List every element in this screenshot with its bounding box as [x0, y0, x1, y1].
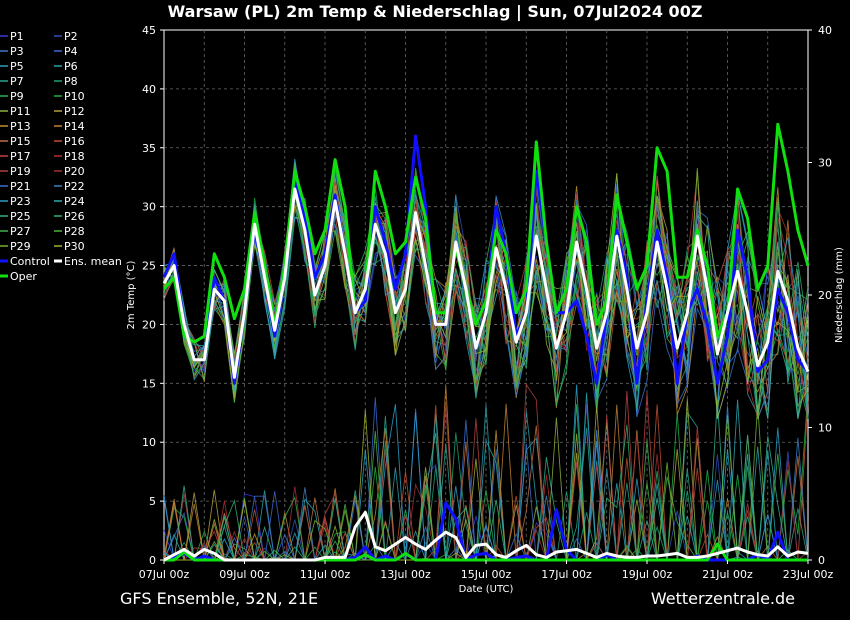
legend-label: P18: [64, 150, 85, 163]
legend-label: P1: [10, 30, 24, 43]
y-axis-label-left: 2m Temp (°C): [126, 260, 137, 329]
legend-label: P4: [64, 45, 78, 58]
tick-label-x: 13Jul 00z: [380, 568, 431, 581]
legend-label: P3: [10, 45, 24, 58]
legend-label: P11: [10, 105, 31, 118]
tick-label-x: 07Jul 00z: [139, 568, 190, 581]
legend-label: P22: [64, 180, 85, 193]
legend-label: P13: [10, 120, 31, 133]
legend-label: Oper: [10, 270, 37, 283]
legend-label: P16: [64, 135, 85, 148]
y-ticks-right: 0 10 20 30 40: [808, 24, 832, 567]
legend-label: P30: [64, 240, 85, 253]
chart-title: Warsaw (PL) 2m Temp & Niederschlag | Sun…: [168, 2, 703, 22]
legend-label: P29: [10, 240, 31, 253]
legend-label: P15: [10, 135, 31, 148]
x-ticks: 07Jul 00z 09Jul 00z 11Jul 00z 13Jul 00z 15Ju…: [139, 560, 834, 581]
tick-label-left: 30: [142, 201, 156, 214]
tick-label-left: 15: [142, 377, 156, 390]
legend-label: P5: [10, 60, 24, 73]
legend-label: P21: [10, 180, 31, 193]
legend-label: P25: [10, 210, 31, 223]
main-series-lines: [162, 122, 810, 562]
legend-label: P10: [64, 90, 85, 103]
legend-label: P17: [10, 150, 31, 163]
tick-label-left: 20: [142, 318, 156, 331]
legend-label: P19: [10, 165, 31, 178]
legend-label: Control: [10, 255, 50, 268]
tick-label-right: 30: [818, 157, 832, 170]
tick-label-right: 20: [818, 289, 832, 302]
tick-label-left: 40: [142, 83, 156, 96]
tick-label-right: 40: [818, 24, 832, 37]
legend-label: P14: [64, 120, 85, 133]
tick-label-left: 35: [142, 142, 156, 155]
tick-label-x: 11Jul 00z: [300, 568, 351, 581]
tick-label-x: 09Jul 00z: [219, 568, 270, 581]
temp-ens-mean-line: [162, 187, 810, 379]
tick-label-left: 10: [142, 436, 156, 449]
tick-label-left: 0: [149, 554, 156, 567]
tick-label-x: 23Jul 00z: [783, 568, 834, 581]
y-ticks-left: 0 5 10 15 20 25 30 35 40 45: [142, 24, 164, 567]
tick-label-right: 10: [818, 422, 832, 435]
legend-label: P8: [64, 75, 78, 88]
legend-label: P20: [64, 165, 85, 178]
tick-label-left: 45: [142, 24, 156, 37]
tick-label-right: 0: [818, 554, 825, 567]
legend-label: P23: [10, 195, 31, 208]
legend: P1 P2 P3 P4 P5 P6 P7 P8 P9 P10 P11 P12 P13 P14 P15 P16 P…: [0, 30, 122, 283]
tick-label-left: 5: [149, 495, 156, 508]
tick-label-x: 15Jul 00z: [461, 568, 512, 581]
tick-label-x: 17Jul 00z: [541, 568, 592, 581]
legend-label: P9: [10, 90, 24, 103]
legend-label: P28: [64, 225, 85, 238]
legend-label: P7: [10, 75, 24, 88]
legend-label: P2: [64, 30, 78, 43]
legend-label: P6: [64, 60, 78, 73]
x-axis-label: Date (UTC): [459, 584, 514, 595]
legend-label: P12: [64, 105, 85, 118]
y-axis-label-right: Niederschlag (mm): [834, 247, 845, 343]
precip-ens-mean-line: [163, 510, 809, 562]
legend-label: P27: [10, 225, 31, 238]
legend-label: Ens. mean: [64, 255, 122, 268]
tick-label-x: 21Jul 00z: [702, 568, 753, 581]
footer-left: GFS Ensemble, 52N, 21E: [120, 589, 318, 608]
ensemble-line-p21: [163, 197, 809, 407]
legend-label: P24: [64, 195, 85, 208]
tick-label-x: 19Jul 00z: [622, 568, 673, 581]
legend-label: P26: [64, 210, 85, 223]
footer-right: Wetterzentrale.de: [651, 589, 795, 608]
tick-label-left: 25: [142, 260, 156, 273]
